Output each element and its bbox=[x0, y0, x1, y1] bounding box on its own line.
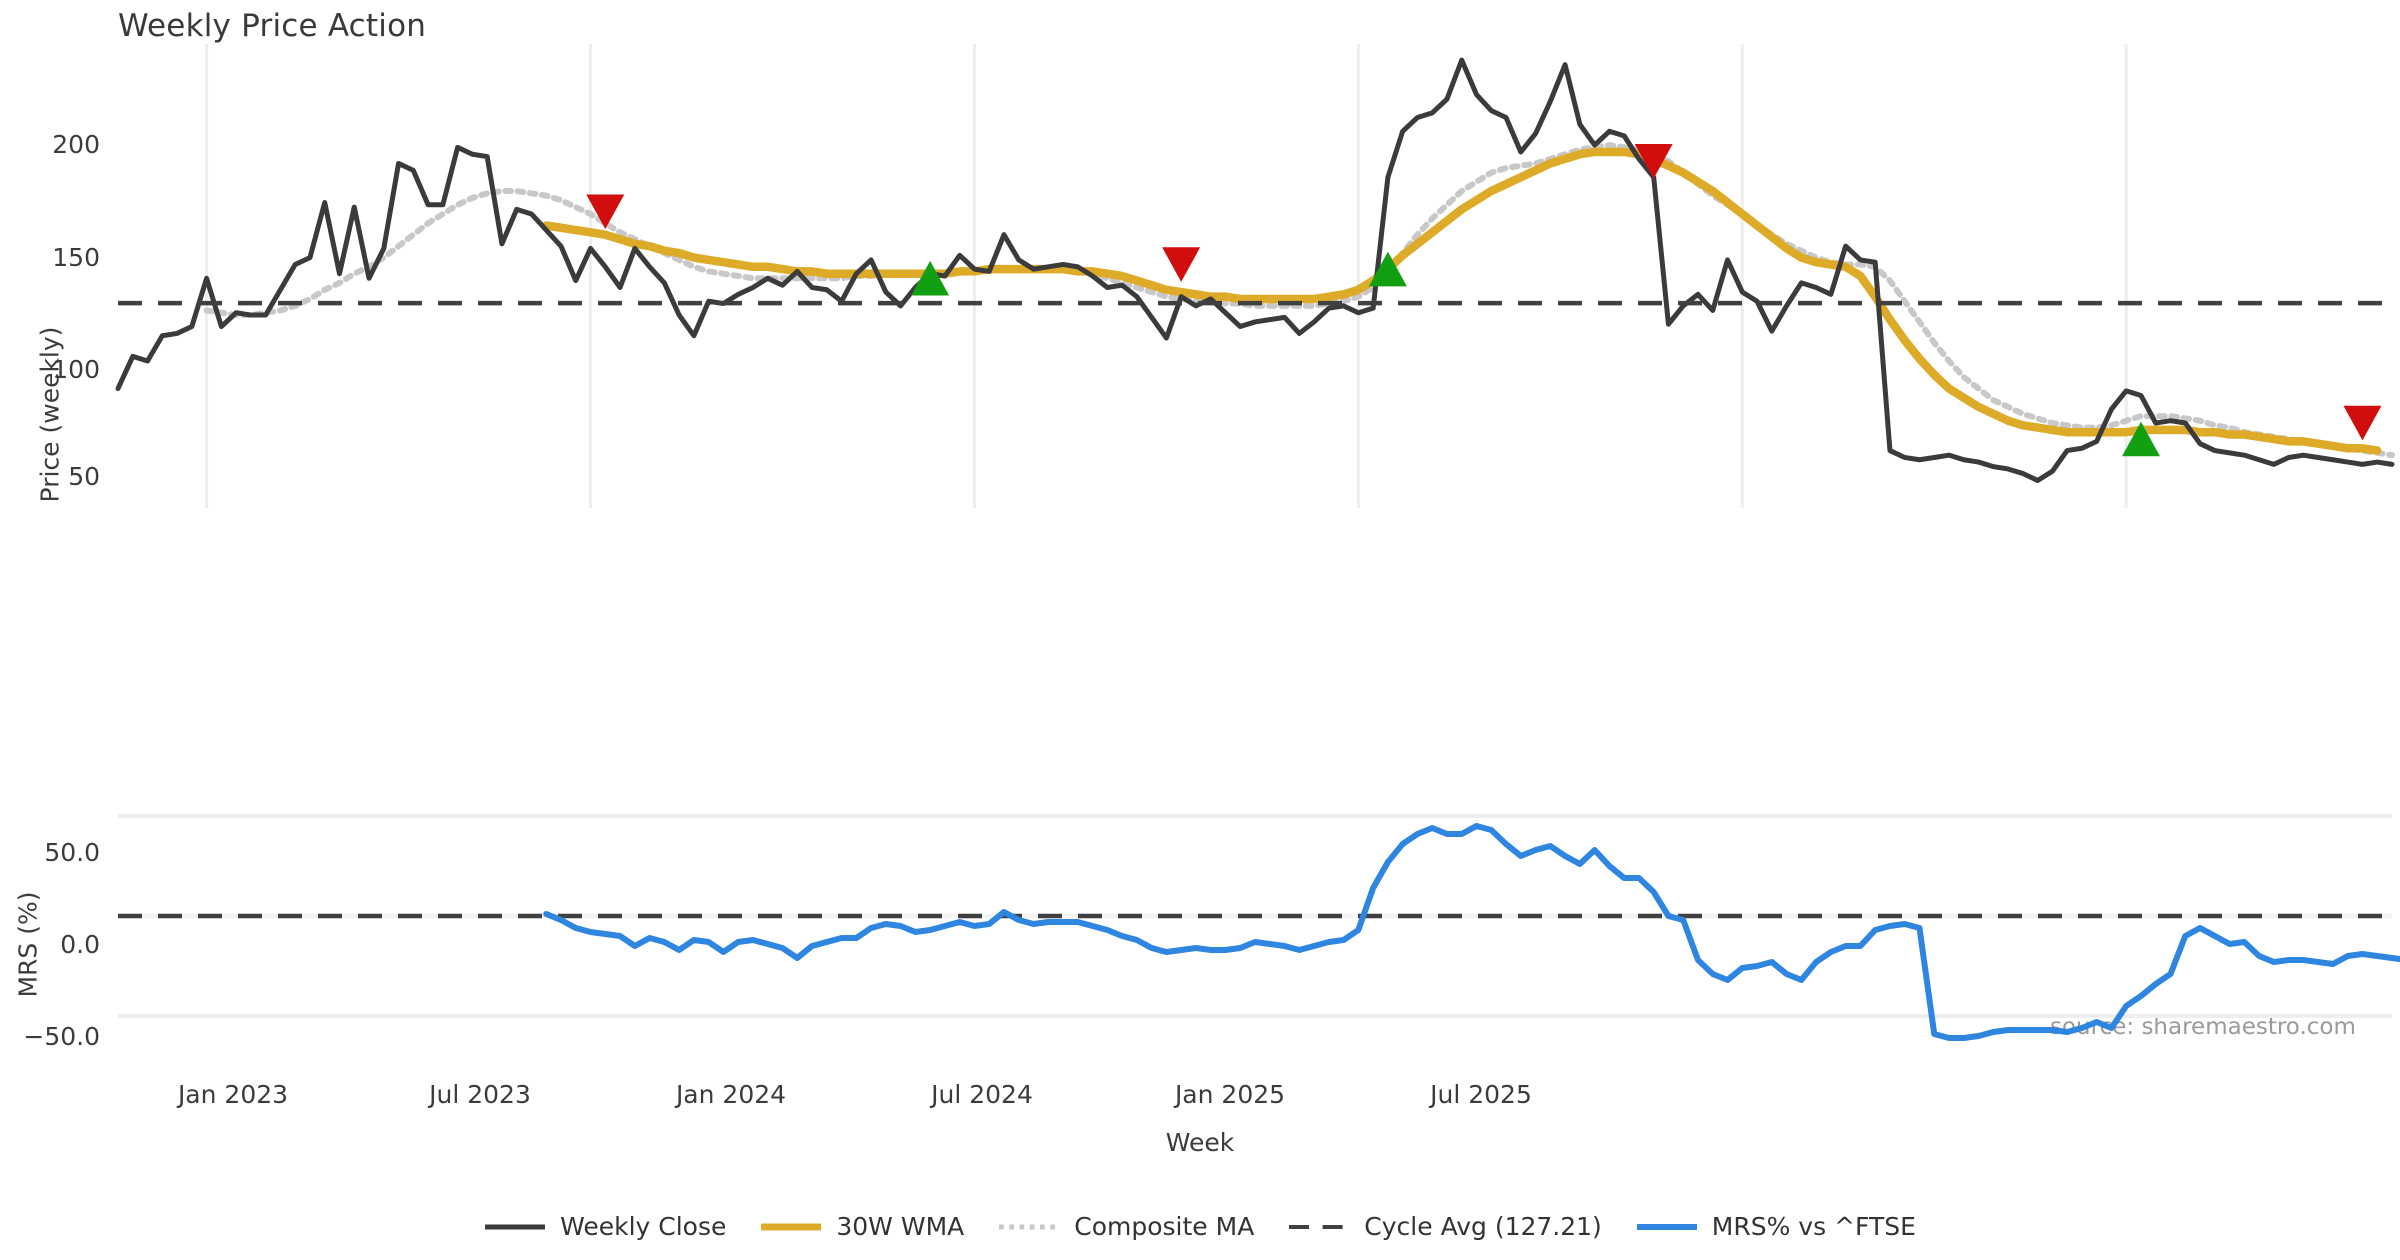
legend-label: MRS% vs ^FTSE bbox=[1711, 1212, 1916, 1241]
legend-label: Weekly Close bbox=[560, 1212, 727, 1241]
legend-swatch-icon bbox=[1288, 1217, 1350, 1237]
legend-item-1[interactable]: 30W WMA bbox=[760, 1212, 964, 1241]
mrs-ytick-0: 0.0 bbox=[60, 930, 100, 959]
mrs-ytick-50: 50.0 bbox=[44, 838, 100, 867]
price-ytick-50: 50 bbox=[68, 462, 100, 491]
xtick-jan-2025: Jan 2025 bbox=[1174, 1080, 1286, 1109]
legend-item-3[interactable]: Cycle Avg (127.21) bbox=[1288, 1212, 1602, 1241]
source-attribution: source: sharemaestro.com bbox=[2050, 1014, 2356, 1040]
xtick-jan-2024: Jan 2024 bbox=[675, 1080, 787, 1109]
legend-label: 30W WMA bbox=[836, 1212, 965, 1241]
legend-swatch-icon bbox=[1636, 1217, 1698, 1237]
price-axis-label: Price (weekly) bbox=[35, 326, 65, 503]
signal-markers bbox=[586, 143, 2382, 457]
chart-legend: Weekly Close 30W WMA Composite MA Cycle Avg… bbox=[0, 1212, 2400, 1241]
page-title: Weekly Price Action bbox=[118, 8, 427, 44]
legend-item-0[interactable]: Weekly Close bbox=[484, 1212, 726, 1241]
x-axis-label: Week bbox=[1165, 1128, 1235, 1157]
legend-swatch-icon bbox=[760, 1217, 822, 1237]
legend-label: Cycle Avg (127.21) bbox=[1364, 1212, 1602, 1241]
xtick-jan-2023: Jan 2023 bbox=[177, 1080, 289, 1109]
legend-item-4[interactable]: MRS% vs ^FTSE bbox=[1636, 1212, 1916, 1241]
mrs-panel-series bbox=[118, 823, 2400, 1041]
price-ytick-200: 200 bbox=[52, 130, 100, 159]
legend-swatch-icon bbox=[998, 1217, 1060, 1237]
mrs-ytick-neg50: −50.0 bbox=[23, 1022, 100, 1051]
xtick-jul-2023: Jul 2023 bbox=[429, 1080, 531, 1109]
price-ytick-100: 100 bbox=[52, 355, 100, 384]
legend-label: Composite MA bbox=[1074, 1212, 1255, 1241]
price-panel-series bbox=[115, 57, 2395, 483]
legend-swatch-icon bbox=[484, 1217, 546, 1237]
gridlines bbox=[118, 44, 2392, 1018]
xtick-jul-2024: Jul 2024 bbox=[931, 1080, 1033, 1109]
price-ytick-150: 150 bbox=[52, 243, 100, 272]
xtick-jul-2025: Jul 2025 bbox=[1430, 1080, 1532, 1109]
legend-item-2[interactable]: Composite MA bbox=[998, 1212, 1254, 1241]
